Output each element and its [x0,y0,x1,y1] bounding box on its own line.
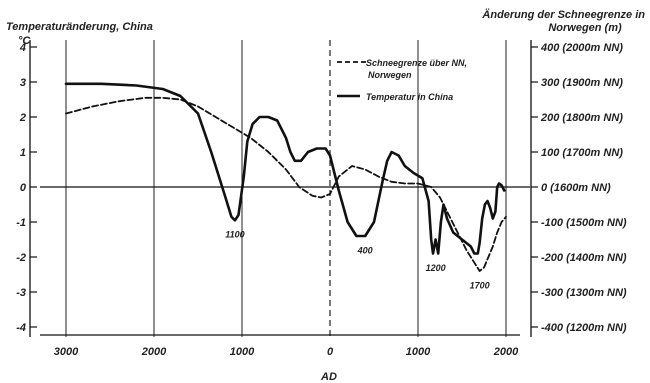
right-tick-label-5: -100 (1500m NN) [541,217,627,229]
left-tick-label-6: -2 [16,252,26,264]
right-tick-label-0: 400 (2000m NN) [540,42,623,54]
left-tick-label-4: 0 [20,182,27,194]
x-tick-label-4: 1000 [406,346,431,358]
right-tick-label-4: 0 (1600m NN) [541,182,611,194]
right-tick-label-1: 300 (1900m NN) [541,77,623,89]
left-tick-label-5: -1 [16,217,26,229]
right-tick-label-2: 200 (1800m NN) [540,112,623,124]
annotation-1100: 1100 [225,230,244,240]
x-tick-label-2: 1000 [230,346,255,358]
right-tick-label-3: 100 (1700m NN) [541,147,623,159]
legend-label-snowline-1: Schneegrenze über NN, [366,58,467,68]
annotation-400: 400 [357,245,373,255]
annotation-1700: 1700 [470,280,490,290]
right-tick-label-8: -400 (1200m NN) [541,322,627,334]
series-line-snowline [65,96,507,272]
right-axis-title-line1: Änderung der Schneegrenze in [481,8,645,21]
left-tick-label-1: 3 [20,77,26,89]
left-tick-label-3: 1 [20,147,26,159]
x-tick-label-1: 2000 [141,346,167,358]
left-tick-label-2: 2 [19,112,26,124]
x-tick-label-3: 0 [327,346,334,358]
x-tick-label-0: 3000 [54,346,79,358]
left-tick-label-7: -3 [16,287,26,299]
right-tick-label-7: -300 (1300m NN) [541,287,627,299]
left-tick-label-8: -4 [16,322,26,334]
legend-label-temperature: Temperatur in China [366,92,453,102]
x-axis-label: AD [320,371,337,383]
left-axis-title: Temperaturänderung, China [6,21,153,33]
legend-label-snowline-2: Norwegen [368,70,412,80]
right-axis-title-line2: Norwegen (m) [548,22,622,34]
left-tick-label-0: 4 [19,42,26,54]
annotation-1200: 1200 [426,263,446,273]
right-tick-label-6: -200 (1400m NN) [541,252,627,264]
legend: Schneegrenze über NN, Norwegen Temperatu… [337,58,467,102]
x-tick-label-5: 2000 [493,346,519,358]
series-line-temperature [64,82,506,255]
left-axis-unit: °C [18,35,31,47]
